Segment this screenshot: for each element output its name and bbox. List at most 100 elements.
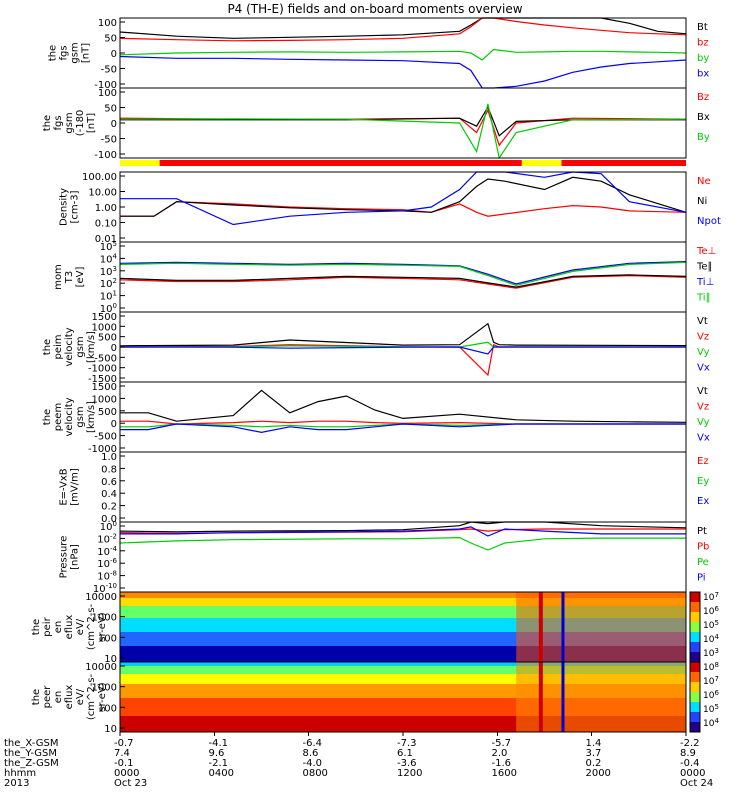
colorbar-segment bbox=[690, 682, 700, 693]
y-tick-label: 0.6 bbox=[101, 477, 117, 488]
legend-label: Te∥ bbox=[696, 262, 713, 273]
time-axis-row-label: 2013 bbox=[4, 778, 29, 789]
mode-bar-segment bbox=[521, 160, 562, 166]
legend-label: bz bbox=[697, 38, 709, 49]
colorbar-tick-label: 106 bbox=[703, 605, 719, 617]
colorbar-tick-label: 104 bbox=[703, 717, 719, 729]
y-tick-label: -100 bbox=[94, 80, 117, 91]
colorbar-segment bbox=[690, 642, 700, 653]
time-axis-value: 0000 bbox=[114, 768, 139, 779]
series-line-ni bbox=[120, 176, 687, 217]
y-tick-label: 0.10 bbox=[95, 219, 117, 230]
legend-label: Npot bbox=[697, 216, 721, 227]
y-tick-label: 100 bbox=[98, 703, 117, 714]
time-axis-row-label: the_Z-GSM bbox=[4, 758, 59, 769]
y-tick-label: 0 bbox=[111, 343, 117, 354]
time-axis-value: Oct 23 bbox=[114, 778, 147, 789]
series-line-pi bbox=[120, 526, 686, 537]
y-axis-label-line: sr-eV) bbox=[97, 612, 108, 641]
legend-label: By bbox=[697, 132, 710, 143]
legend-label: Pi bbox=[697, 573, 706, 584]
y-axis-label-line: peim bbox=[53, 334, 64, 359]
spectrogram-stripe bbox=[538, 662, 543, 732]
y-axis-label-line: the bbox=[42, 115, 53, 131]
series-line-npot bbox=[120, 171, 687, 226]
y-tick-label: 10-2 bbox=[97, 532, 117, 545]
y-axis-label-line: [km/s] bbox=[86, 401, 97, 433]
y-axis-label-line: the bbox=[42, 409, 53, 425]
y-axis-label-line: eV/ bbox=[75, 618, 86, 635]
time-axis-value: -2.1 bbox=[209, 758, 229, 769]
time-axis-value: 2000 bbox=[585, 768, 610, 779]
time-axis-value: 0000 bbox=[680, 768, 705, 779]
time-axis-value: 0400 bbox=[209, 768, 234, 779]
colorbar-tick-label: 106 bbox=[703, 689, 719, 701]
time-axis-value: -2.2 bbox=[680, 738, 700, 749]
y-tick-label: 0 bbox=[111, 49, 117, 60]
y-axis-label-line: sr-eV) bbox=[97, 682, 108, 711]
spectrogram-band bbox=[120, 674, 686, 684]
y-axis-label-line: [km/s] bbox=[86, 331, 97, 363]
y-axis-label-line: fgs bbox=[53, 115, 64, 130]
y-tick-label: 10000 bbox=[85, 592, 117, 603]
y-axis-label-line: [cm-3] bbox=[70, 190, 81, 223]
y-axis-label-line: (-180 bbox=[75, 110, 86, 137]
y-tick-label: 10000 bbox=[85, 662, 117, 673]
series-line-pt bbox=[119, 521, 687, 533]
time-axis-value: 0800 bbox=[302, 768, 327, 779]
y-axis-label: the peer en eflux eV/(cm^2-s-sr-eV) bbox=[31, 673, 108, 720]
spectrogram-band bbox=[120, 598, 686, 606]
colorbar-segment bbox=[690, 692, 700, 703]
legend-label: by bbox=[697, 53, 709, 64]
y-tick-label: 0.0 bbox=[101, 514, 117, 525]
colorbar-segment bbox=[690, 702, 700, 713]
y-tick-label: -500 bbox=[94, 353, 117, 364]
time-axis-value: 1600 bbox=[492, 768, 517, 779]
mode-bar-segment bbox=[159, 160, 522, 166]
y-tick-label: 1500 bbox=[92, 382, 117, 393]
series-line-pe bbox=[119, 536, 686, 551]
colorbar-frame bbox=[689, 661, 701, 733]
time-axis-value: -4.1 bbox=[209, 738, 229, 749]
y-axis-label-line: (cm^2-s- bbox=[86, 673, 97, 720]
y-axis-label-line: [nT] bbox=[81, 43, 92, 63]
legend-label: Vy bbox=[697, 417, 710, 428]
y-tick-label: -50 bbox=[101, 135, 117, 146]
y-axis-label-line: gsm bbox=[75, 406, 86, 427]
y-tick-label: 0 bbox=[111, 119, 117, 130]
legend-label: Bx bbox=[697, 112, 710, 123]
time-axis-row-label: hhmm bbox=[4, 768, 36, 779]
legend-label: Pb bbox=[697, 542, 709, 553]
y-tick-label: 0.2 bbox=[101, 502, 117, 513]
time-axis-value: -0.7 bbox=[114, 738, 134, 749]
spectrogram-region bbox=[516, 592, 686, 662]
y-tick-label: 100 bbox=[98, 633, 117, 644]
series-line-vz bbox=[119, 343, 686, 377]
y-axis-label: mom T3 [eV] bbox=[53, 264, 86, 290]
y-axis-label: Pressure [nPa] bbox=[59, 536, 81, 579]
colorbar-segment bbox=[690, 612, 700, 623]
time-axis-value: -5.7 bbox=[492, 738, 512, 749]
y-tick-label: 0.01 bbox=[95, 234, 117, 245]
y-tick-label: 1500 bbox=[92, 312, 117, 323]
spectrogram-band bbox=[120, 666, 686, 674]
y-axis-label-line: [nT] bbox=[86, 113, 97, 133]
legend-label: Vy bbox=[697, 347, 710, 358]
y-tick-label: 100 bbox=[100, 302, 117, 315]
time-axis-row-label: the_Y-GSM bbox=[4, 748, 57, 759]
time-axis-value: 8.6 bbox=[302, 748, 318, 759]
y-tick-label: 10 bbox=[104, 724, 117, 735]
y-tick-label: 500 bbox=[98, 333, 117, 344]
series-line-ti⊥ bbox=[119, 261, 687, 285]
series-line-vt bbox=[119, 322, 687, 347]
time-axis-value: Oct 24 bbox=[680, 778, 713, 789]
spectrogram-band bbox=[120, 592, 686, 598]
time-axis-value: 0.2 bbox=[585, 758, 601, 769]
y-axis-label-line: mom bbox=[53, 264, 64, 290]
y-tick-label: 104 bbox=[100, 252, 118, 265]
y-tick-label: 100.00 bbox=[82, 172, 117, 183]
time-axis-value: -0.1 bbox=[114, 758, 134, 769]
y-axis-label-line: peem bbox=[53, 403, 64, 431]
time-axis-value: -1.6 bbox=[492, 758, 512, 769]
y-tick-label: 1000 bbox=[92, 683, 117, 694]
